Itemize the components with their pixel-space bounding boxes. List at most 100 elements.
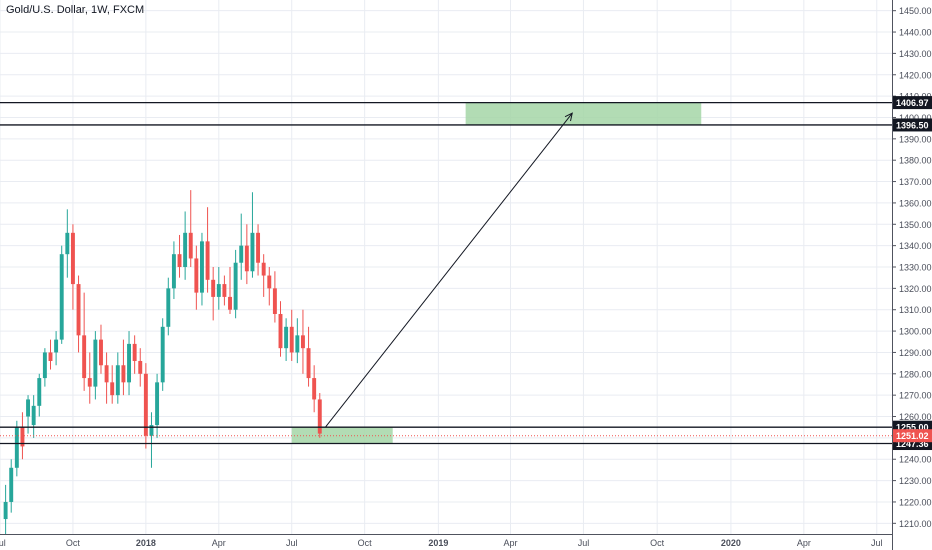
candle-body	[104, 365, 109, 383]
candle-body	[65, 232, 70, 255]
price-tick-label: 1210.00	[899, 519, 932, 529]
price-tick-label: 1440.00	[899, 28, 932, 38]
candle-body	[115, 365, 120, 396]
candle-body	[222, 284, 227, 297]
time-tick-label: Apr	[212, 538, 226, 548]
price-tick-label: 1330.00	[899, 263, 932, 273]
time-tick-label: Apr	[504, 538, 518, 548]
candle-body	[82, 335, 87, 379]
candle-body	[149, 425, 154, 436]
time-tick-label: Jul	[286, 538, 298, 548]
candle-body	[99, 339, 103, 366]
price-label-resistance-bottom-bg	[893, 118, 932, 132]
candle-body	[194, 258, 199, 293]
candle-body	[87, 378, 92, 387]
candle-body	[261, 262, 266, 276]
candle-body	[278, 313, 283, 349]
time-tick-label: Jul	[578, 538, 590, 548]
price-label-resistance-top-bg	[893, 96, 932, 110]
candle-body	[306, 348, 311, 379]
price-tick-label: 1450.00	[899, 6, 932, 16]
candle-body	[160, 326, 165, 383]
trend-arrow-line	[324, 112, 573, 428]
candle-body	[59, 254, 64, 340]
candle-body	[9, 467, 14, 502]
time-tick-label: Apr	[797, 538, 811, 548]
candle-body	[239, 245, 244, 263]
candle-body	[3, 501, 8, 520]
price-tick-label: 1350.00	[899, 220, 932, 230]
candle-body	[284, 326, 289, 349]
time-tick-label: Oct	[358, 538, 373, 548]
price-tick-label: 1420.00	[899, 70, 932, 80]
candle-body	[48, 352, 53, 361]
candle-body	[171, 254, 176, 289]
candle-body	[54, 339, 59, 353]
candle-body	[166, 288, 171, 327]
candle-body	[205, 241, 210, 280]
candle-body	[228, 296, 232, 310]
candle-body	[295, 335, 300, 353]
price-label-support-bottom: 1247.36	[896, 439, 929, 449]
current-price-label-bg	[893, 429, 932, 443]
candle-body	[177, 254, 182, 267]
price-tick-label: 1240.00	[899, 455, 932, 465]
candle-body	[127, 343, 131, 383]
candle-body	[244, 245, 249, 272]
candle-body	[121, 365, 126, 383]
candle-body	[93, 339, 98, 387]
time-tick-label: 2019	[428, 538, 448, 548]
candle-body	[233, 262, 238, 310]
price-tick-label: 1320.00	[899, 284, 932, 294]
time-tick-label: Oct	[66, 538, 81, 548]
candle-body	[132, 343, 137, 361]
price-tick-label: 1400.00	[899, 113, 932, 123]
candle-body	[37, 378, 42, 406]
candle-body	[216, 284, 221, 297]
price-tick-label: 1280.00	[899, 369, 932, 379]
chart-title: Gold/U.S. Dollar, 1W, FXCM	[6, 4, 145, 16]
price-tick-label: 1360.00	[899, 198, 932, 208]
price-label-resistance-bottom: 1396.50	[896, 120, 929, 130]
price-tick-label: 1230.00	[899, 476, 932, 486]
price-tick-label: 1270.00	[899, 391, 932, 401]
target-zone	[465, 102, 702, 125]
price-tick-label: 1300.00	[899, 327, 932, 337]
price-tick-label: 1370.00	[899, 177, 932, 187]
trend-arrow-head	[564, 112, 573, 122]
candle-body	[138, 360, 143, 374]
price-tick-label: 1310.00	[899, 305, 932, 315]
candle-body	[70, 232, 75, 285]
price-tick-label: 1220.00	[899, 497, 932, 507]
candle-body	[20, 427, 25, 447]
price-tick-label: 1390.00	[899, 134, 932, 144]
candle-body	[188, 232, 193, 259]
price-tick-label: 1430.00	[899, 49, 932, 59]
candle-body	[42, 352, 47, 379]
candle-body	[31, 405, 36, 426]
price-label-resistance-top: 1406.97	[896, 98, 929, 108]
candle-body	[317, 399, 322, 434]
candle-body	[26, 399, 31, 417]
candle-body	[267, 275, 272, 289]
candle-body	[211, 279, 216, 297]
candle-body	[199, 241, 204, 293]
candle-body	[183, 232, 188, 267]
candle-body	[300, 335, 305, 349]
candle-body	[250, 232, 255, 272]
price-tick-label: 1260.00	[899, 412, 932, 422]
price-tick-label: 1380.00	[899, 156, 932, 166]
current-price-label: 1251.02	[896, 431, 929, 441]
candle-body	[14, 427, 19, 468]
time-tick-label: Jul	[0, 538, 6, 548]
candle-body	[272, 288, 277, 314]
candle-body	[155, 382, 160, 426]
candle-body	[143, 373, 148, 436]
time-tick-label: 2020	[721, 538, 741, 548]
candle-body	[110, 382, 115, 396]
time-tick-label: Jul	[871, 538, 883, 548]
candle-body	[312, 378, 317, 400]
price-tick-label: 1290.00	[899, 348, 932, 358]
